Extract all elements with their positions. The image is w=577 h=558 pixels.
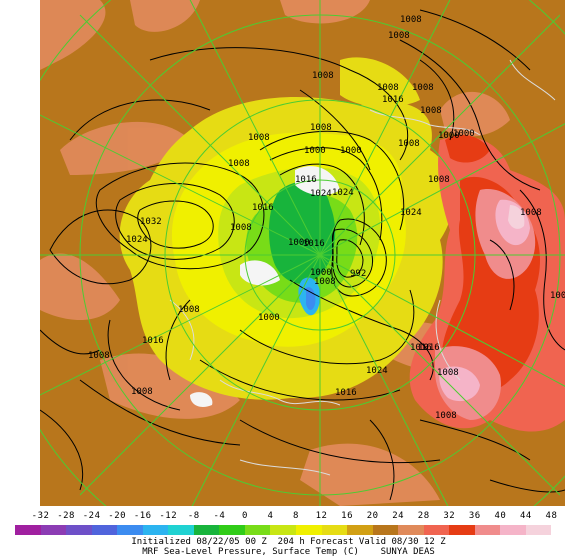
isobar-label: 1024 [126,235,148,245]
isobar-label: 1008 [428,175,450,185]
colorbar-tick-label: -24 [82,511,101,521]
isobar-label: 1016 [252,203,274,213]
isobar-label: 1016 [418,343,440,353]
temperature-colorbar [15,525,577,535]
colorbar-tick-label: 0 [241,511,248,521]
colorbar-tick-label: 20 [366,511,379,521]
colorbar-bin [219,525,245,535]
colorbar-bin [347,525,373,535]
colorbar-bin [66,525,92,535]
lat-lon-grid [40,0,565,506]
isobar-label: 1000 [304,146,326,156]
isobar-label: 1000 [453,129,475,139]
colorbar-bin [474,525,501,535]
isobar-label: 1000 [340,146,362,156]
isobar-label: 1008 [178,305,200,315]
isobar-label: 1008 [248,133,270,143]
colorbar-bin [244,525,271,535]
colorbar-tick-label: 12 [315,511,328,521]
isobar-label: 1008 [388,31,410,41]
isobar-label: 1008 [398,139,420,149]
isobar-label: 1008 [400,15,422,25]
colorbar-tick-label: 8 [293,511,299,521]
isobar-label: 1016 [303,239,325,249]
caption-product-info: MRF Sea-Level Pressure, Surface Temp (C)… [142,547,435,557]
colorbar-bin [91,525,118,535]
colorbar-bin [398,525,424,535]
colorbar-tick-label: 48 [545,511,558,521]
isobar-label: 1008 [131,387,153,397]
colorbar-bin [449,525,475,535]
isobar-label: 1008 [310,123,332,133]
colorbar-tick-label: -28 [57,511,75,521]
colorbar-bin [372,525,399,535]
isobar-label: 1000 [310,268,332,278]
isobar-label: 1024 [332,188,354,198]
colorbar-tick-label: 16 [341,511,353,521]
colorbar-bin [168,525,194,535]
polar-stereographic-map-svg: 1008100810081008101610081008100010081008… [40,0,565,506]
isobar-label: 1008 [312,71,334,81]
cold-patches [190,166,340,407]
colorbar-tick-label: -12 [159,511,178,521]
isobar-label: 1008 [377,83,399,93]
colorbar-bin [500,525,526,535]
colorbar-bin [551,525,577,535]
isobar-label: 992 [350,269,366,279]
colorbar-tick-label: 32 [443,511,456,521]
colorbar-bin [296,525,322,535]
isobar-label: 1032 [140,217,162,227]
isobar-label: 1016 [335,388,357,398]
isobar-label: 1000 [438,131,460,141]
colorbar-tick-label: 40 [494,511,507,521]
colorbar-tick-label: -32 [31,511,50,521]
isobar-label-layer: 1008100810081008101610081008100010081008… [88,15,565,421]
isobar-label: 1000 [288,238,310,248]
colorbar-bin [525,525,552,535]
isobar-label: 1008 [314,277,336,287]
isobar-label: 1008 [88,351,110,361]
isobar-label: 1024 [366,366,388,376]
colorbar-tick-label: 28 [417,511,430,521]
colorbar-bin [40,525,67,535]
colorbar-bin [321,525,348,535]
surface-temperature-map: 1008 1008 1008 1008 1016 1008 1008 1000 1008 1008… [40,0,565,506]
isobar-label: 1008 [412,83,434,93]
colorbar-bin [15,525,41,535]
isobar-label: 1008 [437,368,459,378]
isobar-label: 1024 [310,189,332,199]
isobar-label: 1008 [230,223,252,233]
isobar-label: 1024 [400,208,422,218]
colorbar-tick-label: 36 [468,511,481,521]
isobar-label: 1008 [228,159,250,169]
asia-warm-region [409,134,565,432]
caption-forecast-info: Initialized 08/22/05 00 Z 204 h Forecast… [131,537,446,547]
isobar-label: 1008 [550,291,565,301]
colorbar-tick-label: -8 [187,511,200,521]
isobar-label: 1008 [520,208,542,218]
isobar-label: 1008 [435,411,457,421]
isobar-label: 1016 [295,175,317,185]
colorbar-tick-label: -20 [108,511,127,521]
colorbar-bin [270,525,297,535]
colorbar-tick-label: 4 [267,511,274,521]
colorbar-bin [423,525,450,535]
colorbar-tick-labels: -32 -28 -24 -20 -16 -12 -8 -4 0 4 8 12 16 20 24 28 32 36 4… [0,510,577,522]
isobar-label: 1016 [142,336,164,346]
isobar-lines [40,9,565,501]
colorbar-tick-label: 44 [519,511,532,521]
isobar-label: 1000 [258,313,280,323]
isobar-label: 1008 [420,106,442,116]
colorbar-bin [117,525,143,535]
colorbar-bin [193,525,220,535]
colorbar-tick-label: -16 [133,511,152,521]
colorbar-bin [142,525,169,535]
colorbar-tick-label: -4 [213,511,226,521]
isobar-label: 1016 [382,95,404,105]
isobar-label: 1016 [410,343,432,353]
colorbar-tick-label: 24 [392,511,405,521]
